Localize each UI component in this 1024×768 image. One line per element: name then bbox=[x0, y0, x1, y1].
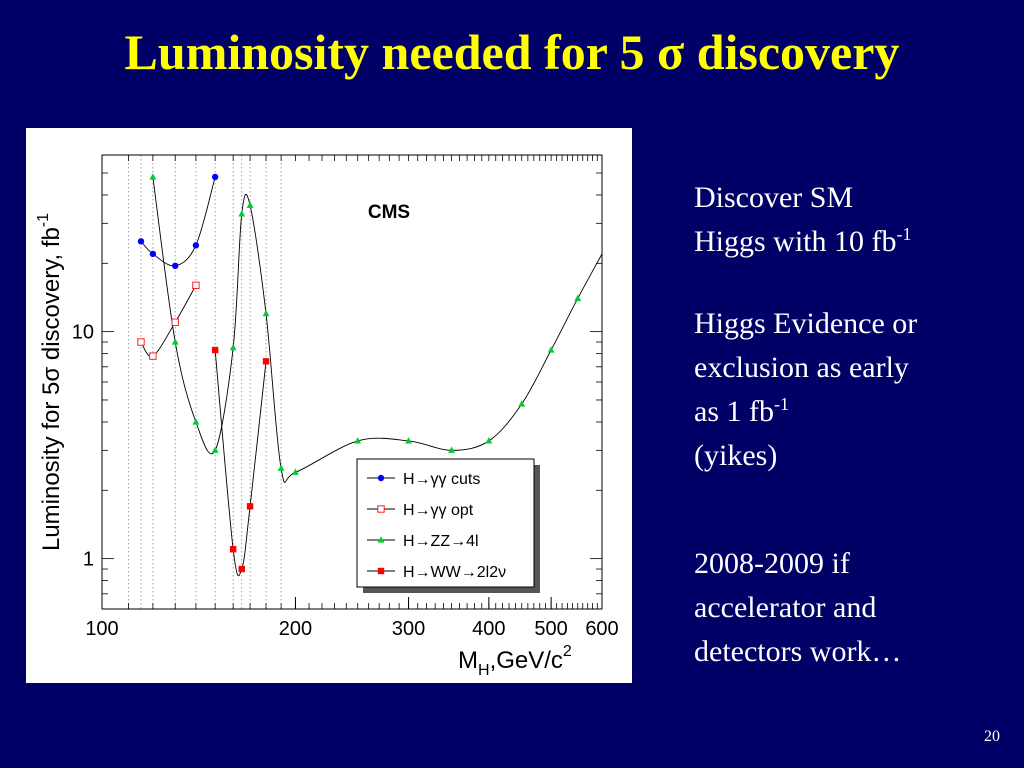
data-point bbox=[354, 437, 362, 444]
data-point bbox=[262, 309, 270, 317]
slide-title: Luminosity needed for 5 σ discovery bbox=[124, 24, 900, 80]
bullet-text: Higgs Evidence or bbox=[694, 307, 918, 340]
data-point bbox=[192, 281, 200, 290]
data-point bbox=[192, 242, 200, 249]
chart-legend: H→γγ cuts H→γγ opt H→ZZ→4l H→WW→2l2ν bbox=[356, 458, 540, 593]
series-curve bbox=[152, 176, 602, 483]
data-point bbox=[137, 238, 145, 245]
data-point bbox=[246, 201, 254, 208]
data-point bbox=[229, 343, 237, 351]
legend-marker bbox=[377, 474, 385, 482]
bullet-text: exclusion as early bbox=[694, 351, 909, 384]
data-point bbox=[211, 346, 219, 354]
legend-marker bbox=[377, 536, 385, 543]
data-point bbox=[277, 464, 285, 471]
data-point bbox=[405, 437, 412, 444]
data-point bbox=[137, 338, 145, 346]
data-point bbox=[547, 346, 555, 353]
data-point bbox=[292, 468, 299, 475]
page-number: 20 bbox=[984, 728, 1000, 745]
data-point bbox=[262, 358, 270, 365]
data-point bbox=[485, 437, 493, 444]
bullet-text: Higgs with 10 fb-1 bbox=[694, 224, 912, 258]
data-point bbox=[171, 338, 179, 345]
bullet-text: detectors work… bbox=[694, 635, 902, 668]
bullet-text: accelerator and bbox=[694, 591, 877, 624]
x-tick-label: 600 bbox=[585, 618, 618, 640]
bullet-text: as 1 fb-1 bbox=[694, 394, 789, 428]
luminosity-chart: 100 200 300 400 500 600 1 10 CMS Luminosity for… bbox=[35, 154, 619, 679]
legend-label: H→γγ cuts bbox=[403, 471, 480, 488]
legend-label: H→γγ opt bbox=[403, 502, 474, 519]
data-point bbox=[574, 294, 582, 302]
data-point bbox=[448, 446, 455, 453]
data-point bbox=[238, 565, 245, 573]
x-tick-label: 100 bbox=[85, 618, 118, 640]
x-tick-label: 300 bbox=[392, 618, 425, 640]
data-point bbox=[211, 173, 219, 181]
data-point bbox=[229, 546, 237, 553]
data-point bbox=[192, 418, 200, 425]
y-tick-label: 1 bbox=[83, 549, 94, 571]
series-curve bbox=[140, 285, 197, 358]
data-point bbox=[149, 250, 157, 258]
bullet-text: Discover SM bbox=[694, 181, 854, 214]
x-axis-label: MH,GeV/c2 bbox=[458, 643, 572, 679]
x-tick-label: 500 bbox=[534, 618, 567, 640]
data-point bbox=[149, 173, 157, 180]
bullet-text: 2008-2009 if bbox=[694, 547, 850, 580]
series-curve bbox=[214, 349, 267, 576]
bullet-discover-sm-higgs: Discover SM Higgs with 10 fb-1 bbox=[694, 176, 1014, 264]
data-point bbox=[246, 503, 254, 510]
data-point bbox=[149, 352, 157, 360]
data-point bbox=[211, 446, 219, 453]
x-tick-label: 400 bbox=[472, 618, 505, 640]
legend-label: H→WW→2l2ν bbox=[403, 564, 506, 581]
x-tick-label: 200 bbox=[279, 618, 312, 640]
y-tick-label: 10 bbox=[72, 322, 94, 344]
y-axis-label: Luminosity for 5σ discovery, fb-1 bbox=[35, 213, 65, 551]
bullet-timeline: 2008-2009 if accelerator and detectors w… bbox=[694, 542, 1014, 674]
chart-title: CMS bbox=[368, 202, 410, 223]
data-point bbox=[518, 400, 526, 407]
bullet-higgs-evidence: Higgs Evidence or exclusion as early as … bbox=[694, 302, 1014, 478]
bullet-text: (yikes) bbox=[694, 439, 778, 472]
legend-marker bbox=[377, 505, 385, 513]
legend-label: H→ZZ→4l bbox=[403, 533, 479, 550]
data-point bbox=[238, 210, 246, 217]
chart-panel: 100 200 300 400 500 600 1 10 CMS Luminosity for… bbox=[26, 128, 632, 683]
data-point bbox=[171, 318, 179, 326]
legend-marker bbox=[377, 567, 385, 575]
data-point bbox=[172, 262, 179, 270]
